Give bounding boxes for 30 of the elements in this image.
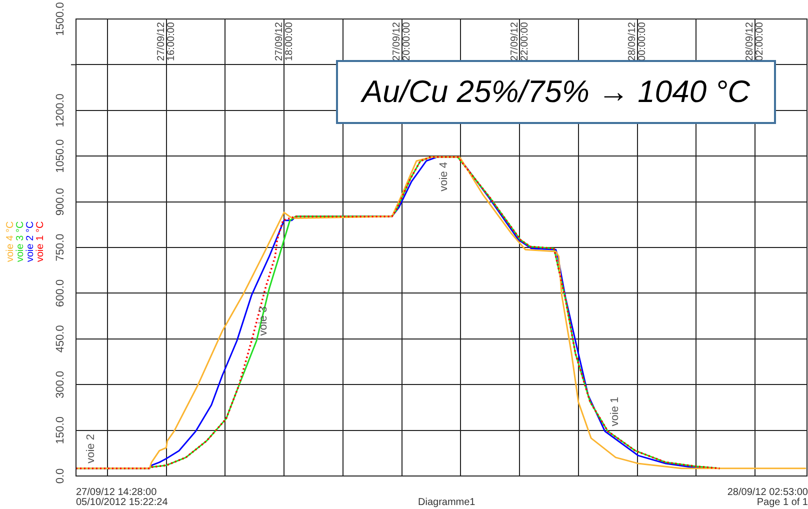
y-tick-label: 750.0 <box>54 234 67 262</box>
y-tick-label: 600.0 <box>54 279 67 307</box>
x-tick-label: 27/09/12 18:00:00 <box>274 22 295 61</box>
annotation: voie 1 <box>608 396 621 426</box>
annotation: voie 4 <box>438 162 450 192</box>
y-tick-label: 150.0 <box>54 416 67 444</box>
text: 28/09/12 02:53:00 <box>727 487 808 498</box>
y-tick-label: 300.0 <box>54 370 67 398</box>
text: voie 1 °C <box>34 221 46 262</box>
x-tick-label: 28/09/12 00:00:00 <box>627 22 648 61</box>
x-tick-label: 27/09/12 20:00:00 <box>392 22 413 61</box>
text: Diagramme1 <box>418 497 476 508</box>
annotation: voie 2 <box>84 434 97 464</box>
y-tick-label: 1050.0 <box>54 139 67 173</box>
text: Au/Cu 25%/75% → 1040 °C <box>336 60 776 124</box>
y-tick-label: 450.0 <box>54 325 67 353</box>
annotation: voie 3 <box>258 306 270 336</box>
text: voie 2 °C <box>24 221 36 262</box>
text: voie 3 °C <box>14 221 26 262</box>
text: Page 1 of 1 <box>756 497 808 508</box>
text: voie 4 °C <box>4 221 16 262</box>
text: 05/10/2012 15:22:24 <box>76 497 168 508</box>
text: 27/09/12 14:28:00 <box>76 487 157 498</box>
x-tick-label: 28/09/12 02:00:00 <box>744 22 766 61</box>
x-tick-label: 27/09/12 16:00:00 <box>156 22 178 61</box>
y-tick-label: 0.0 <box>54 468 67 484</box>
y-tick-label: 1500.0 <box>54 2 67 36</box>
y-tick-label: 1200.0 <box>54 94 67 128</box>
x-tick-label: 27/09/12 22:00:00 <box>509 22 530 61</box>
y-tick-label: 900.0 <box>54 188 67 216</box>
